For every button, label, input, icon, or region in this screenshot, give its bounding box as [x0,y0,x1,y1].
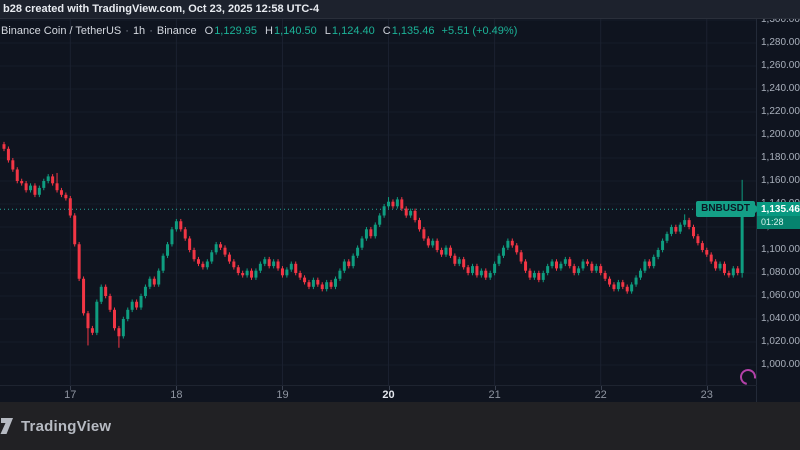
price-tick-label: 1,220.00 [761,106,800,117]
price-tick-label: 1,020.00 [761,336,800,347]
candles [2,141,744,348]
high-label: H [265,25,273,37]
time-tick-label: 20 [382,389,395,401]
price-tick-label: 1,080.00 [761,267,800,278]
time-tick-mark [282,386,284,390]
price-tick-label: 1,060.00 [761,290,800,301]
legend-separator: · [125,25,129,37]
watermark-circle-icon [740,369,756,385]
chart-canvas[interactable] [0,18,800,385]
time-scale[interactable]: 17 18 19 20 21 22 23 [0,385,757,403]
close-label: C [382,25,391,37]
price-tick-label: 1,200.00 [761,129,800,140]
time-tick-label: 18 [170,389,183,401]
exchange-label: Binance [156,25,197,37]
time-tick-label: 17 [64,389,77,401]
close-value: 1,135.46 [391,25,435,37]
time-tick-label: 21 [488,389,501,401]
legend-separator: · [149,25,153,37]
open-label: O [204,25,214,37]
time-tick-label: 22 [594,389,607,401]
current-price-value: 1,135.46 [761,204,800,215]
price-tick-label: 1,180.00 [761,152,800,163]
time-tick-mark [388,386,390,390]
price-tick-label: 1,100.00 [761,244,800,255]
time-tick-mark [176,386,178,390]
price-tick-label: 1,300.00 [761,14,800,25]
candlestick-chart[interactable] [0,18,800,385]
interval-label[interactable]: 1h [132,25,146,37]
time-tick-label: 19 [276,389,289,401]
attribution-bar: b28 created with TradingView.com, Oct 23… [0,0,800,19]
low-label: L [324,25,331,37]
time-tick-mark [494,386,496,390]
symbol-price-marker: BNBUSDT [696,201,760,217]
tradingview-logo-icon [0,418,13,434]
price-tick-label: 1,000.00 [761,359,800,370]
price-scale[interactable]: 1,000.00 1,020.00 1,040.00 1,060.00 1,080.00… [756,0,800,402]
tradingview-logo-text: TradingView [21,417,112,435]
low-value: 1,124.40 [331,25,375,37]
grid-lines [0,18,757,385]
price-tick-label: 1,240.00 [761,83,800,94]
time-tick-label: 23 [700,389,713,401]
time-tick-mark [70,386,72,390]
symbol-name[interactable]: Binance Coin / TetherUS [1,25,122,37]
time-tick-mark [706,386,708,390]
logo-bar: TradingView [0,402,800,450]
current-price-label: 1,135.46 01:28 [757,202,800,229]
price-tick-label: 1,280.00 [761,37,800,48]
high-value: 1,140.50 [273,25,317,37]
bar-countdown: 01:28 [757,216,800,229]
price-tick-label: 1,260.00 [761,60,800,71]
symbol-legend[interactable]: Binance Coin / TetherUS · 1h · Binance O… [1,25,517,37]
change-value: +5.51 (+0.49%) [441,25,518,37]
tradingview-logo-link[interactable]: TradingView [0,402,111,450]
attribution-text: b28 created with TradingView.com, Oct 23… [3,3,320,15]
price-tick-label: 1,040.00 [761,313,800,324]
time-tick-mark [600,386,602,390]
open-value: 1,129.95 [214,25,258,37]
price-tick-label: 1,160.00 [761,175,800,186]
